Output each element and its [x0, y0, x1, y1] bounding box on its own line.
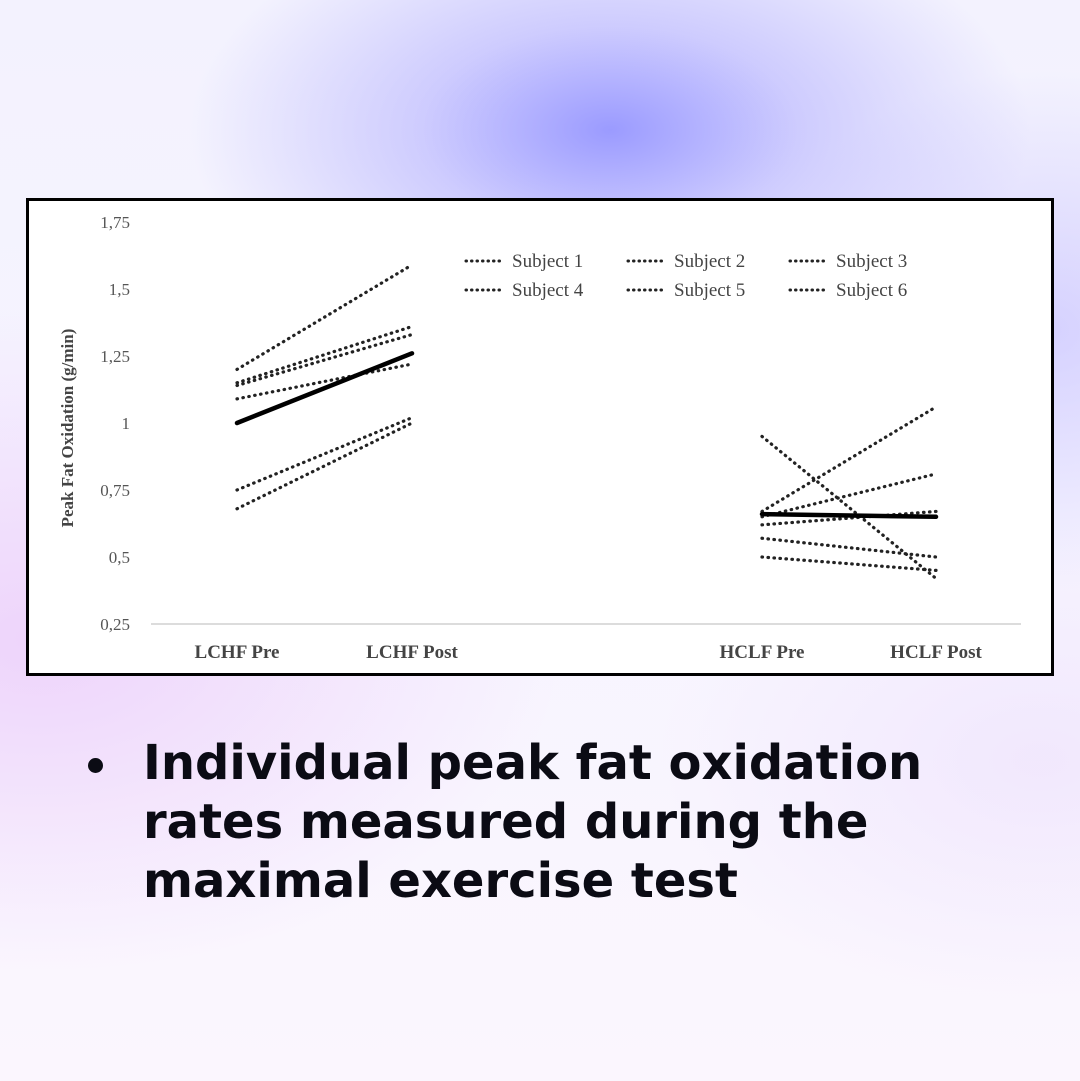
y-tick-label: 1,25: [100, 347, 130, 366]
legend-label: Subject 3: [836, 251, 907, 272]
y-tick-label: 0,75: [100, 481, 130, 500]
y-tick-label: 0,25: [100, 615, 130, 634]
series-line-subject-5-lchf: [235, 416, 414, 492]
series-line-subject-4-hclf: [760, 509, 938, 527]
series-line-subject-3-lchf: [235, 332, 414, 388]
series-line-subject-1-lchf: [235, 263, 414, 371]
y-tick-label: 0,5: [109, 548, 130, 567]
y-tick-label: 1,75: [100, 213, 130, 232]
legend-label: Subject 4: [512, 280, 584, 301]
caption-text: Individual peak fat oxidation rates meas…: [143, 735, 923, 909]
x-tick-label: HCLF Post: [890, 642, 982, 663]
series-line-subject-6-lchf: [235, 421, 414, 511]
mean-line-hclf: [759, 511, 939, 520]
series-line-subject-3-hclf: [760, 472, 938, 519]
caption-bullet: Individual peak fat oxidation rates meas…: [88, 734, 1018, 911]
series-line-subject-2-hclf: [760, 405, 938, 514]
legend-label: Subject 1: [512, 251, 583, 272]
bullet-icon: [88, 758, 103, 773]
x-tick-label: LCHF Post: [366, 642, 458, 663]
y-tick-label: 1,5: [109, 280, 130, 299]
series-line-subject-4-lchf: [235, 362, 414, 401]
mean-line-lchf: [234, 351, 415, 426]
x-tick-label: LCHF Pre: [195, 642, 280, 663]
x-tick-label: HCLF Pre: [720, 642, 805, 663]
series-line-subject-6-hclf: [760, 555, 938, 572]
y-tick-label: 1: [122, 414, 131, 433]
series-line-subject-1-hclf: [760, 434, 938, 581]
legend-label: Subject 2: [674, 251, 745, 272]
legend-label: Subject 5: [674, 280, 745, 301]
line-chart: 1,75 1,5 1,25 1 0,75 0,5 0,25 LCHF Pre LCHF Post…: [58, 213, 1021, 663]
legend-label: Subject 6: [836, 280, 907, 301]
series-line-subject-2-lchf: [235, 324, 414, 385]
chart-frame: 1,75 1,5 1,25 1 0,75 0,5 0,25 LCHF Pre LCHF Post…: [26, 198, 1054, 676]
series-line-subject-5-hclf: [760, 536, 938, 559]
y-axis-title: Peak Fat Oxidation (g/min): [58, 329, 77, 528]
